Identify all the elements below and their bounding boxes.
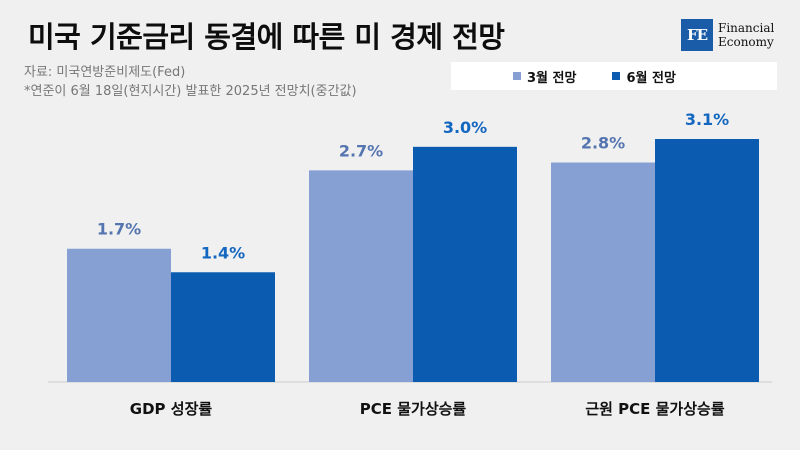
category-label-2: 근원 PCE 물가상승률 bbox=[585, 400, 724, 418]
data-label-june-0: 1.4% bbox=[201, 243, 245, 262]
legend-swatch-june bbox=[612, 72, 621, 80]
legend-label-march: 3월 전망 bbox=[527, 70, 577, 86]
footnote-text: *연준이 6월 18일(현지시간) 발표한 2025년 전망치(중간값) bbox=[24, 84, 357, 99]
chart-title: 미국 기준금리 동결에 따른 미 경제 전망 bbox=[28, 20, 505, 54]
logo-wordmark: Financial Economy bbox=[718, 21, 774, 49]
data-label-june-1: 3.0% bbox=[443, 118, 487, 137]
bar-march-0 bbox=[67, 248, 171, 382]
bar-march-2 bbox=[551, 162, 655, 382]
legend-item-june: 6월 전망 bbox=[612, 67, 676, 86]
legend-swatch-march bbox=[513, 72, 521, 80]
chart-legend: 3월 전망 6월 전망 bbox=[451, 62, 777, 90]
legend-item-march: 3월 전망 bbox=[513, 67, 576, 86]
bar-june-0 bbox=[171, 272, 275, 382]
logo-line-1: Financial bbox=[718, 21, 775, 35]
bar-march-1 bbox=[309, 170, 413, 382]
category-label-0: GDP 성장률 bbox=[130, 400, 213, 418]
data-label-march-1: 2.7% bbox=[339, 141, 383, 160]
source-text: 자료: 미국연방준비제도(Fed) bbox=[24, 65, 186, 80]
logo-line-2: Economy bbox=[718, 35, 774, 49]
data-label-march-2: 2.8% bbox=[581, 134, 625, 153]
data-label-june-2: 3.1% bbox=[685, 110, 729, 129]
category-label-1: PCE 물가상승률 bbox=[360, 400, 467, 418]
legend-label-june: 6월 전망 bbox=[626, 70, 676, 86]
logo-mark: FE bbox=[681, 19, 713, 51]
bar-june-2 bbox=[655, 139, 759, 382]
data-label-march-0: 1.7% bbox=[97, 220, 141, 239]
financial-economy-logo: FE Financial Economy bbox=[681, 17, 774, 53]
bar-june-1 bbox=[413, 146, 517, 382]
